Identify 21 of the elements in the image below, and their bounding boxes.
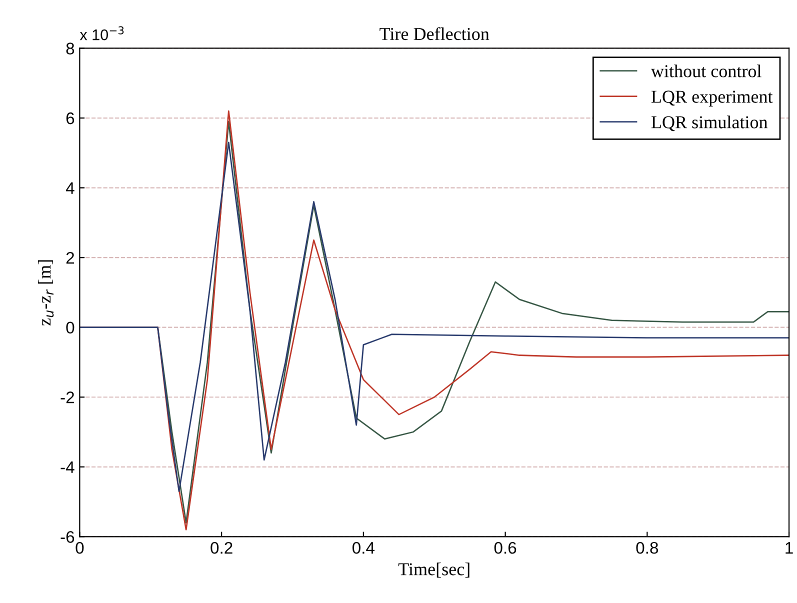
chart-title: Tire Deflection	[380, 27, 490, 40]
y-axis-title: z$_{u}$-z$_{r}$ [m]	[38, 260, 54, 326]
legend-label: without control	[650, 64, 762, 78]
y-tick-label: 4	[66, 182, 74, 194]
y-tick-label: 0	[66, 322, 74, 334]
x-axis-title: Time[sec]	[398, 562, 470, 578]
y-tick-label: -6	[60, 531, 74, 543]
x-tick-label: 0.6	[494, 542, 516, 554]
legend-label: LQR experiment	[651, 90, 773, 106]
x-tick-label: 0.4	[352, 542, 375, 554]
x-tick-label: 1	[786, 542, 793, 554]
y-tick-label: 2	[66, 252, 74, 264]
text: x 10$^{−3}$	[80, 26, 124, 40]
y-tick-label: -4	[60, 461, 74, 473]
x-tick-label: 0	[76, 542, 84, 554]
y-tick-label: 6	[66, 112, 74, 124]
x-tick-label: 0.8	[636, 542, 658, 554]
legend-label: LQR simulation	[651, 116, 768, 132]
y-tick-label: -2	[60, 392, 74, 404]
x-tick-label: 0.2	[210, 542, 232, 554]
y-tick-label: 8	[66, 42, 74, 54]
